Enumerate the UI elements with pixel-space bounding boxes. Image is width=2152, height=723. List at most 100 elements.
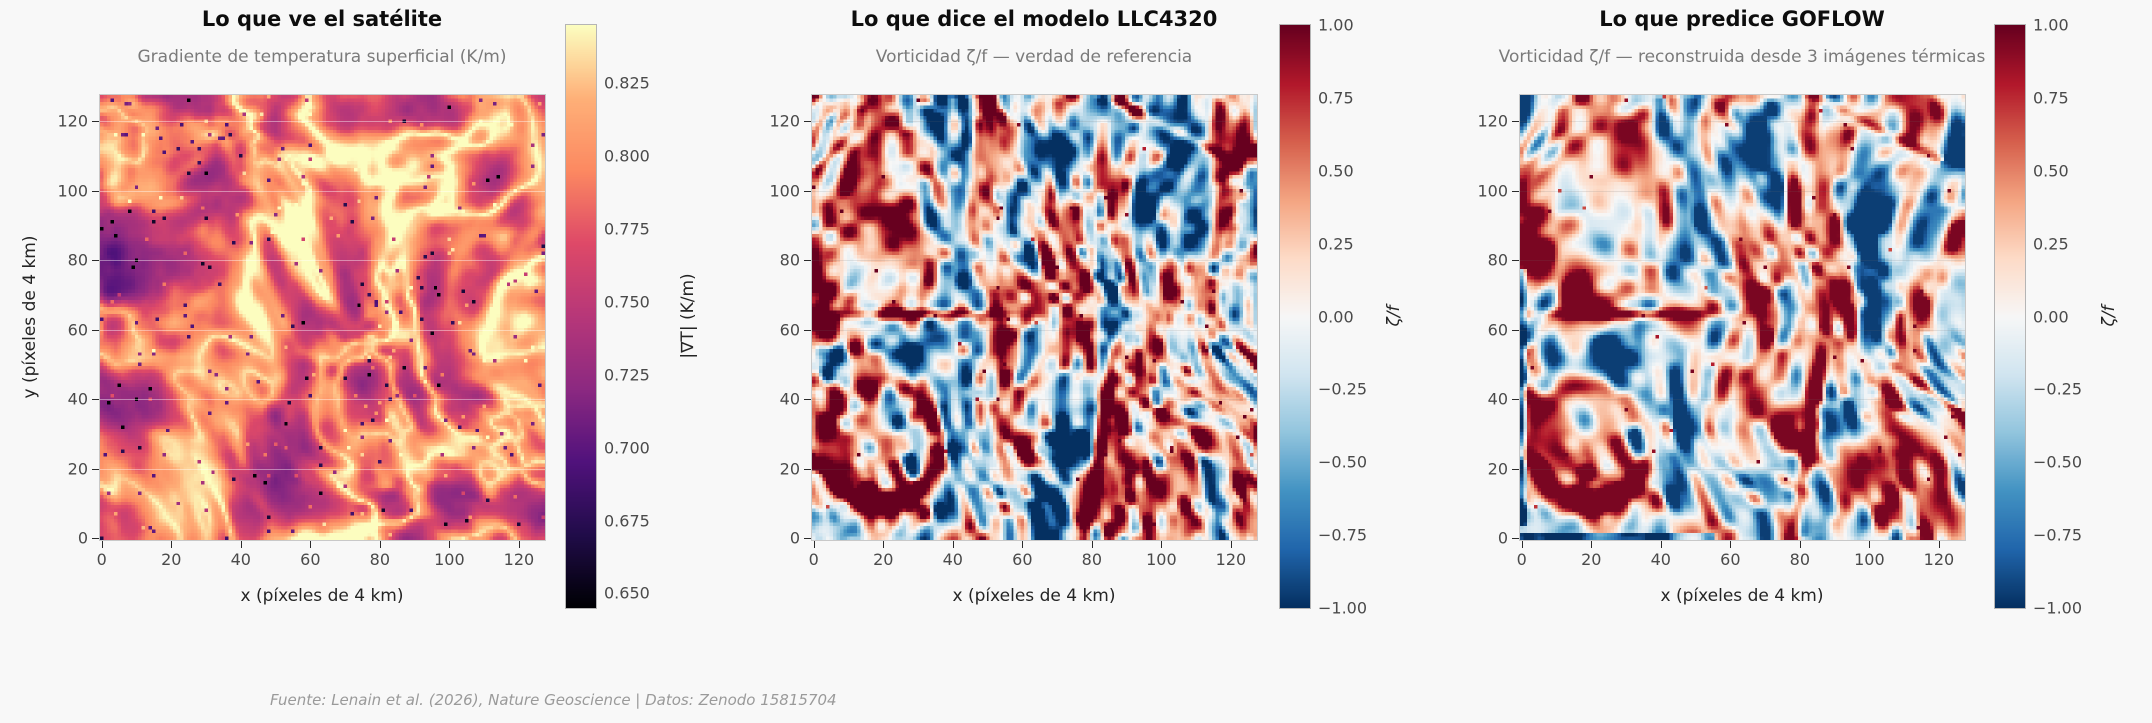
colorbar-tick-label: 1.00 <box>1318 15 1354 35</box>
y-tick-label: 40 <box>67 389 88 409</box>
x-axis-label: x (píxeles de 4 km) <box>1660 586 1824 606</box>
plot-area-llc4320: 0 20 40 60 80 100 120 0 20 40 60 80 100 120 <box>769 94 1258 569</box>
colorbar-tick-label: −0.25 <box>2033 379 2083 399</box>
y-tick-mark <box>804 260 811 262</box>
y-tick-label: 40 <box>779 389 800 409</box>
y-tick-mark <box>804 190 811 192</box>
y-tick-mark <box>1512 121 1519 123</box>
y-tick-label: 20 <box>779 459 800 479</box>
y-tick-mark <box>1512 329 1519 331</box>
y-tick-mark <box>1512 190 1519 192</box>
colorbar-tick-label: 0.825 <box>604 73 650 93</box>
colorbar-label: ζ/f <box>2099 305 2119 327</box>
x-tick-mark <box>1091 541 1093 548</box>
panel-satellite: Lo que ve el satélite Gradiente de tempe… <box>0 0 760 723</box>
x-tick-mark <box>1799 541 1801 548</box>
y-tick-label: 0 <box>1497 528 1508 548</box>
x-tick-label: 60 <box>1720 550 1741 569</box>
colorbar-tick-label: 0.800 <box>604 146 650 166</box>
y-tick-mark <box>92 121 99 123</box>
y-tick-mark <box>92 190 99 192</box>
colorbar-tick-label: −0.75 <box>2033 525 2083 545</box>
colorbar-tick-label: 0.50 <box>1318 161 1354 181</box>
y-tick-label: 40 <box>1487 389 1508 409</box>
y-tick-mark <box>1512 260 1519 262</box>
x-tick-mark <box>1022 541 1024 548</box>
x-tick-label: 120 <box>503 550 535 569</box>
colorbar-gradient <box>566 25 596 608</box>
y-tick-label: 120 <box>769 111 800 131</box>
y-tick-mark <box>92 538 99 540</box>
x-tick-mark <box>952 541 954 548</box>
panel-subtitle: Vorticidad ζ/f — verdad de referencia <box>875 47 1193 67</box>
x-tick-mark <box>1161 541 1163 548</box>
x-tick-label: 0 <box>1516 550 1527 569</box>
y-tick-label: 20 <box>67 459 88 479</box>
colorbar-tick-label: 0.75 <box>1318 88 1354 108</box>
colorbar-tick-label: 0.00 <box>1318 307 1354 326</box>
colorbar-llc4320: ζ/f 1.00 0.75 0.50 0.25 0.00 −0.25 −0.50 −0.75 −… <box>1279 16 1404 618</box>
x-tick-label: 100 <box>1854 550 1885 569</box>
x-tick-mark <box>1591 541 1593 548</box>
x-tick-mark <box>1869 541 1871 548</box>
y-tick-label: 100 <box>57 181 88 201</box>
y-tick-label: 120 <box>1477 111 1508 131</box>
panel-title: Lo que dice el modelo LLC4320 <box>850 7 1218 31</box>
colorbar-tick-label: 0.25 <box>1318 234 1354 254</box>
x-tick-label: 40 <box>1650 550 1671 569</box>
y-tick-label: 100 <box>1477 181 1508 201</box>
x-tick-label: 80 <box>1081 550 1103 569</box>
x-tick-mark <box>1521 541 1523 548</box>
source-caption: Fuente: Lenain et al. (2026), Nature Geo… <box>270 691 837 709</box>
colorbar-tick-label: 0.775 <box>604 219 650 239</box>
colorbar-tick-label: 0.75 <box>2033 88 2069 108</box>
colorbar-tick-label: 0.750 <box>604 292 650 312</box>
panel-subtitle: Vorticidad ζ/f — reconstruida desde 3 im… <box>1498 47 1986 67</box>
colorbar-tick-label: −0.50 <box>1318 452 1368 472</box>
colorbar-tick-label: −0.75 <box>1318 525 1368 545</box>
y-tick-mark <box>92 399 99 401</box>
panel-title: Lo que ve el satélite <box>201 7 443 31</box>
x-tick-label: 120 <box>1923 550 1955 569</box>
colorbar-label: ζ/f <box>1384 305 1404 327</box>
y-tick-mark <box>804 121 811 123</box>
x-tick-mark <box>883 541 885 548</box>
y-tick-mark <box>804 329 811 331</box>
x-tick-mark <box>1660 541 1662 548</box>
x-tick-mark <box>518 541 520 548</box>
y-tick-label: 80 <box>779 250 800 270</box>
x-tick-label: 20 <box>161 550 182 569</box>
x-tick-label: 80 <box>1789 550 1811 569</box>
colorbar-tick-label: 0.25 <box>2033 234 2069 254</box>
panel-title: Lo que predice GOFLOW <box>1599 7 1885 31</box>
colorbar-tick-label: −1.00 <box>2033 598 2083 618</box>
y-tick-label: 0 <box>77 528 88 548</box>
y-tick-mark <box>804 468 811 470</box>
x-tick-label: 60 <box>300 550 321 569</box>
colorbar-gradient <box>1995 25 2025 608</box>
x-tick-mark <box>101 541 103 548</box>
x-tick-mark <box>310 541 312 548</box>
x-tick-label: 40 <box>942 550 963 569</box>
colorbar-tick-label: 0.700 <box>604 438 650 458</box>
y-tick-label: 120 <box>57 111 88 131</box>
x-tick-mark <box>379 541 381 548</box>
colorbar-tick-label: 0.675 <box>604 511 650 531</box>
colorbar-tick-label: 0.725 <box>604 365 650 385</box>
y-tick-label: 80 <box>67 250 88 270</box>
colorbar-label: |∇T| (K/m) <box>678 273 698 359</box>
panel-goflow: Lo que predice GOFLOW Vorticidad ζ/f — r… <box>1430 0 2152 723</box>
panel-subtitle: Gradiente de temperatura superficial (K/… <box>137 47 507 67</box>
colorbar-gradient <box>1280 25 1310 608</box>
y-tick-mark <box>804 399 811 401</box>
x-axis-label: x (píxeles de 4 km) <box>240 586 404 606</box>
y-tick-mark <box>1512 399 1519 401</box>
colorbar-tick-label: −0.25 <box>1318 379 1368 399</box>
x-tick-label: 100 <box>1146 550 1177 569</box>
y-tick-mark <box>1512 468 1519 470</box>
x-tick-label: 120 <box>1215 550 1247 569</box>
x-tick-label: 0 <box>96 550 107 569</box>
colorbar-goflow: ζ/f 1.00 0.75 0.50 0.25 0.00 −0.25 −0.50 −0.75 −… <box>1994 16 2119 618</box>
y-tick-label: 100 <box>769 181 800 201</box>
heatmap-satellite <box>100 95 545 540</box>
